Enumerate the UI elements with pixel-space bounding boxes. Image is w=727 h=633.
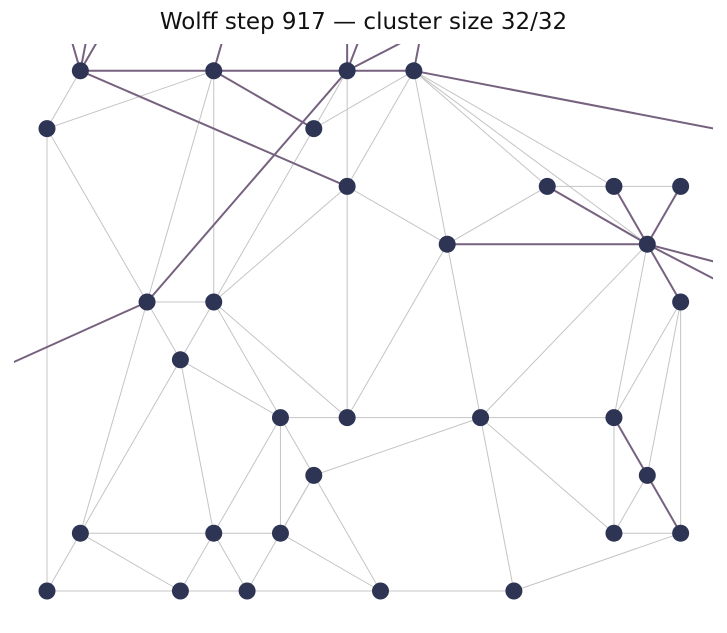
graph-node [505,582,523,600]
graph-edge [213,532,248,592]
graph-node [338,409,356,427]
graph-node [472,409,490,427]
graph-edge [279,417,315,476]
cluster-wrap-edge [646,243,713,280]
graph-edge [79,532,181,592]
graph-node [438,235,456,253]
cluster-edge [612,185,649,246]
cluster-wrap-edge [79,44,87,72]
graph-edge [146,301,181,361]
graph-node [138,293,156,311]
graph-edge [313,70,348,130]
graph-edge [413,70,548,187]
graph-node [171,351,189,369]
graph-node [538,177,556,195]
cluster-wrap-edge [79,44,97,72]
graph-edge [213,417,281,534]
graph-edge [613,301,682,419]
cluster-wrap-edge [71,44,82,72]
graph-node [605,409,623,427]
graph-edge [213,185,348,303]
cluster-edge [146,69,349,303]
graph-edge [146,70,215,303]
graph-edge [179,359,215,534]
graph-node [238,582,256,600]
graph-node [305,466,323,484]
graph-node [38,582,56,600]
cluster-wrap-edge [14,301,149,364]
graph-node [372,582,389,600]
graph-node [305,120,323,138]
graph-edge [213,301,281,419]
graph-node [638,466,656,484]
graph-edge [446,243,482,419]
graph-edge [313,70,415,130]
graph-edge [480,243,648,419]
graph-node [171,582,189,600]
graph-edge [480,417,615,534]
graph-edge [79,301,148,534]
cluster-edge [646,474,682,535]
graph-edge [346,185,448,245]
cluster-edge-layer [14,44,713,535]
graph-edge [46,70,215,130]
graph-node [271,524,289,542]
graph-edge [179,359,281,419]
graph-node [672,177,690,195]
graph-edge [413,70,648,245]
graph-edge [613,474,648,534]
graph-node [338,62,356,80]
graph-node [205,62,223,80]
cluster-edge [212,69,315,130]
graph-edge [346,243,448,419]
cluster-edge [646,185,682,246]
graph-node [71,524,89,542]
graph-edge [313,417,482,476]
cluster-wrap-edge [346,44,359,72]
cluster-edge [79,69,349,188]
graph-edge [613,243,648,419]
cluster-edge [612,416,649,477]
graph-node [205,524,223,542]
graph-node [672,293,690,311]
graph-node [38,120,56,138]
graph-node [271,409,289,427]
cluster-wrap-edge [646,243,713,263]
graph-edge [279,532,381,592]
graph-node [605,177,623,195]
graph-edge [346,70,415,187]
cluster-wrap-edge [412,44,421,72]
cluster-edge [546,185,649,246]
cluster-edge [646,243,682,303]
graph-node [338,177,356,195]
graph-edge [646,301,682,476]
cluster-wrap-edge [346,44,401,72]
graph-node [205,293,223,311]
graph-node [405,62,423,80]
graph-node [605,524,623,542]
graph-edge [46,128,148,303]
cluster-wrap-edge [212,44,223,72]
graph-edge [79,359,181,534]
graph-edge [480,417,515,592]
graph-edge [213,128,315,303]
diagram-title: Wolff step 917 — cluster size 32/32 [159,9,568,35]
graph-edge [46,532,81,592]
graph-edge [413,70,615,187]
node-layer [38,62,690,600]
graph-node [71,62,89,80]
graph-edge [446,185,548,245]
graph-edge [313,474,381,592]
graph-edge [179,301,215,361]
graph-node [672,524,690,542]
cluster-wrap-edge [412,69,713,130]
graph-edge [513,532,682,592]
graph-edge [213,301,348,419]
graph-node [638,235,656,253]
graph-edge [46,70,81,130]
edge-layer [46,70,682,592]
graph-edge [413,70,448,245]
graph-edge [179,532,215,592]
